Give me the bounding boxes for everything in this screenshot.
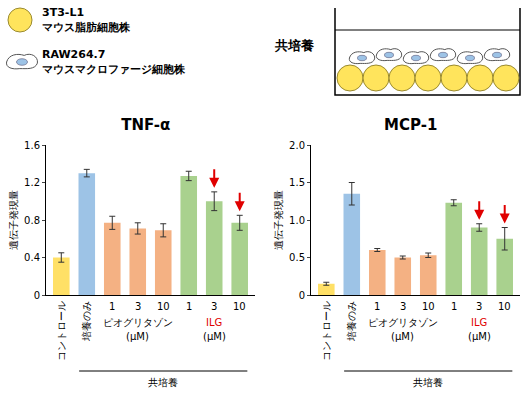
- svg-text:10: 10: [233, 301, 246, 312]
- svg-text:1.0: 1.0: [289, 215, 305, 226]
- svg-text:コントロール: コントロール: [321, 301, 332, 361]
- svg-text:遺伝子発現量: 遺伝子発現量: [273, 190, 284, 250]
- svg-text:1: 1: [374, 301, 380, 312]
- svg-text:ピオグリタゾン: ピオグリタゾン: [368, 317, 438, 328]
- svg-text:MCP-1: MCP-1: [384, 116, 437, 134]
- svg-text:ILG: ILG: [471, 317, 487, 328]
- svg-text:(μM): (μM): [391, 331, 414, 342]
- svg-text:マウスマクロファージ細胞株: マウスマクロファージ細胞株: [42, 63, 186, 76]
- svg-text:ピオグリタゾン: ピオグリタゾン: [103, 317, 173, 328]
- svg-text:10: 10: [422, 301, 435, 312]
- svg-text:3: 3: [211, 301, 217, 312]
- svg-text:コントロール: コントロール: [56, 301, 67, 361]
- svg-text:1.5: 1.5: [289, 177, 305, 188]
- svg-text:3T3-L1: 3T3-L1: [42, 6, 84, 19]
- svg-text:1: 1: [451, 301, 457, 312]
- svg-text:ILG: ILG: [206, 317, 222, 328]
- svg-text:(μM): (μM): [203, 331, 226, 342]
- svg-text:0: 0: [299, 290, 305, 301]
- svg-text:3: 3: [476, 301, 482, 312]
- svg-text:共培養: 共培養: [148, 377, 178, 388]
- svg-text:1.6: 1.6: [24, 140, 40, 151]
- svg-text:マウス脂肪細胞株: マウス脂肪細胞株: [42, 21, 131, 34]
- svg-text:培養のみ: 培養のみ: [346, 301, 357, 342]
- svg-text:0: 0: [34, 290, 40, 301]
- svg-text:0.4: 0.4: [24, 252, 40, 263]
- svg-text:2.0: 2.0: [289, 140, 305, 151]
- svg-text:3: 3: [400, 301, 406, 312]
- svg-text:培養のみ: 培養のみ: [81, 301, 92, 342]
- svg-text:RAW264.7: RAW264.7: [42, 48, 105, 61]
- svg-text:1: 1: [109, 301, 115, 312]
- svg-text:1: 1: [186, 301, 192, 312]
- svg-text:遺伝子発現量: 遺伝子発現量: [8, 190, 19, 250]
- svg-text:3: 3: [135, 301, 141, 312]
- svg-text:共培養: 共培養: [413, 377, 443, 388]
- svg-text:(μM): (μM): [468, 331, 491, 342]
- svg-text:10: 10: [157, 301, 170, 312]
- svg-text:1.2: 1.2: [24, 177, 40, 188]
- svg-text:0.8: 0.8: [24, 215, 40, 226]
- svg-text:10: 10: [498, 301, 511, 312]
- svg-text:共培養: 共培養: [274, 38, 315, 53]
- svg-text:0.5: 0.5: [289, 252, 305, 263]
- svg-text:TNF-α: TNF-α: [121, 116, 170, 134]
- svg-text:(μM): (μM): [126, 331, 149, 342]
